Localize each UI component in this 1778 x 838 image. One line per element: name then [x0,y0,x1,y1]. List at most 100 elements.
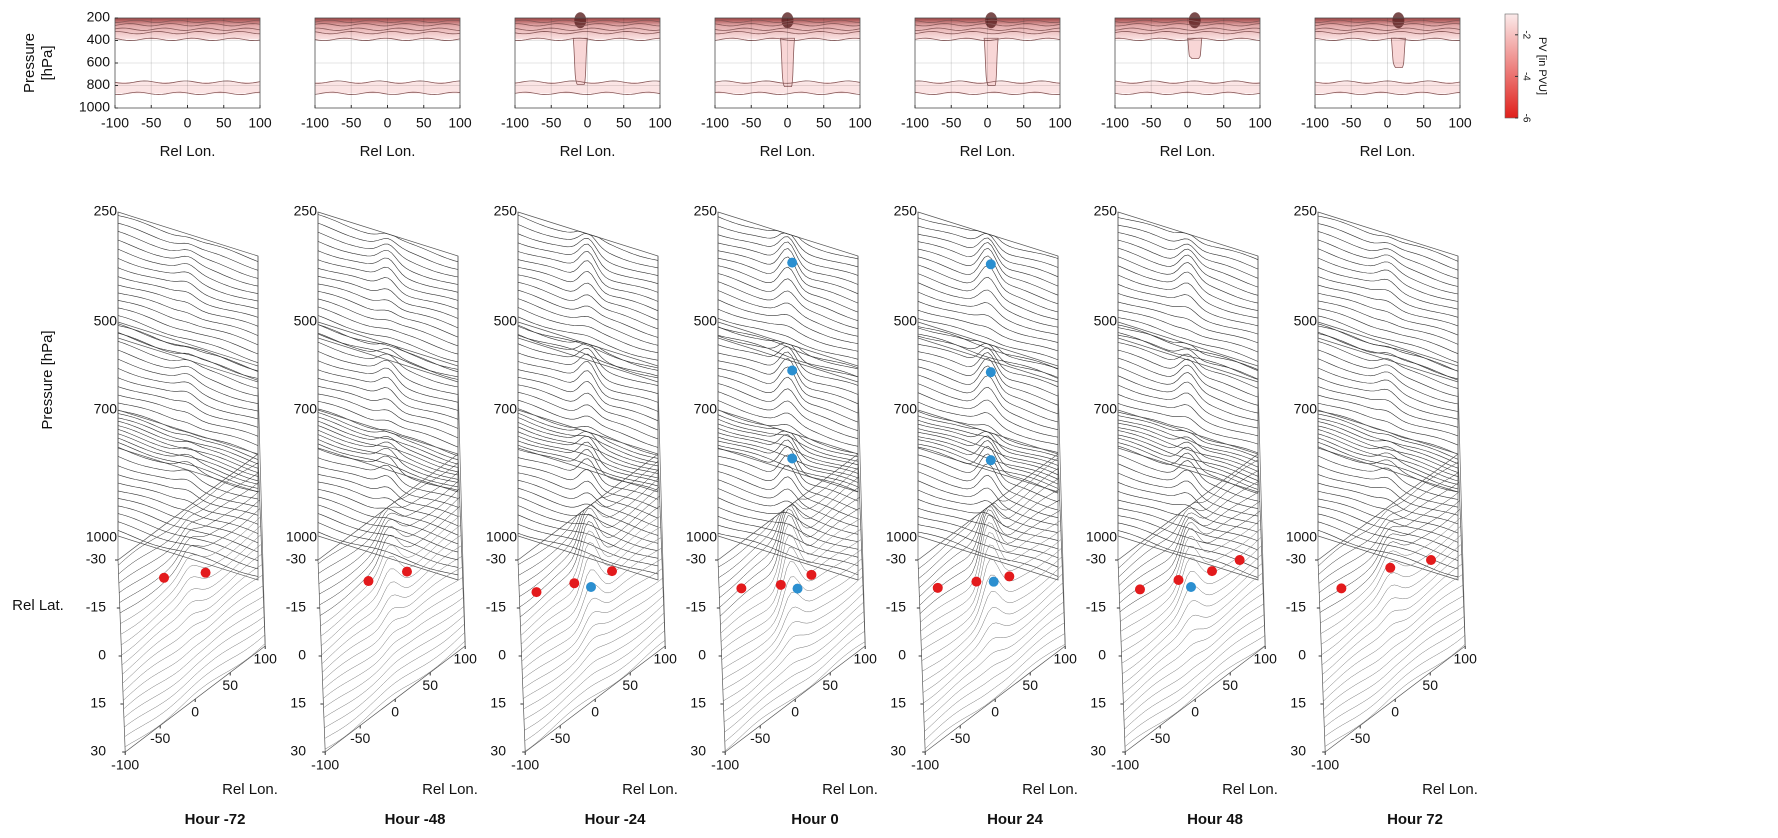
contour-line [920,520,1061,623]
y-tick-label: 1000 [79,99,110,115]
pv-contour [314,91,461,95]
level-plane [517,211,659,383]
z-tick-label: 250 [694,203,718,219]
contour-line [317,291,459,338]
contour-line [1122,563,1263,674]
contour-line [1317,425,1459,473]
contour-line [117,420,259,469]
contour-line [317,369,459,411]
box-edge [1457,381,1466,647]
pv-contour [314,37,461,41]
cyclone-point [586,582,596,592]
pv-plume [1390,37,1406,68]
contour-line [319,488,460,595]
contour-line [1118,480,1260,586]
contour-line [1117,442,1259,490]
contour-line [317,231,459,278]
contour-line [717,248,859,295]
contour-line [518,460,659,565]
contour-line [717,432,859,474]
contour-line [1317,410,1459,455]
contour-line [717,273,859,321]
contour-line [318,471,459,574]
contour-line [317,268,459,310]
contour-line [1318,461,1459,567]
y-tick-label: 30 [690,743,706,759]
x-tick-label: 100 [1248,115,1272,131]
contour-line [317,378,459,420]
contour-line [1317,292,1459,336]
contour-line [1317,506,1459,552]
contour-line [517,352,659,394]
contour-line [317,298,459,347]
pv-contour [314,23,461,27]
x-tick-label: 0 [1391,704,1399,720]
pv-contour [1114,91,1261,95]
contour-line [521,568,663,671]
contour-line [917,411,1059,453]
contour-line [717,256,859,304]
colorbar: -2 -4 -6 PV [in PVU] [1504,13,1548,123]
contour-line [517,523,659,567]
contour-line [917,264,1059,313]
contour-line [323,615,465,718]
x-tick-label: -100 [1111,757,1139,773]
contour-line [1317,267,1459,310]
y-tick-label: 15 [290,695,306,711]
contour-line [1124,625,1265,730]
x-tick-label: 0 [1384,115,1392,131]
contour-line [1117,274,1259,319]
cyclone-point [787,365,798,376]
x-tick-label: -50 [1150,730,1170,746]
x-tick-label: -100 [901,115,929,131]
contour-line [117,284,259,327]
contour-line [320,524,461,637]
z-tick-label: 1000 [486,529,517,545]
contour-line [117,386,259,428]
contour-line [1117,232,1259,279]
panel-title: Hour -24 [585,811,647,828]
contour-line [917,499,1059,541]
contour-line [917,480,1059,526]
contour-line [1317,421,1459,469]
contour-line [322,566,463,673]
contour-line [1119,491,1260,595]
box-edge [457,381,466,647]
contour-line [124,643,266,748]
contour-line [119,499,260,603]
contour-line [317,522,459,568]
pv-contour [314,27,461,31]
contour-line [1117,366,1259,414]
contour-line [1121,545,1262,653]
pv-contour [114,27,261,31]
pv-contour [914,37,1061,41]
contour-line [924,643,1066,749]
contour-line [117,377,259,420]
contour-line [917,443,1059,489]
contour-line [517,435,659,479]
x-tick-label: 0 [591,704,599,720]
contour-line [317,504,459,553]
contour-line [117,433,259,482]
contour-line [717,308,859,352]
contour-line [118,481,260,584]
y-tick-label: 30 [290,743,306,759]
panel-title: Hour -48 [385,811,446,828]
contour-line [517,422,659,467]
contour-line [317,531,459,576]
contour-line [717,439,859,483]
contour-line [317,276,459,319]
x-tick-label: 0 [584,115,592,131]
contour-line [324,623,465,729]
contour-line [918,478,1060,588]
box-edge [1257,381,1266,647]
z-tick-label: 1000 [1286,529,1317,545]
colorbar-tick-label: -6 [1520,114,1531,123]
x-tick-label: -50 [750,730,770,746]
contour-line [1317,529,1459,578]
contour-line [917,439,1059,485]
pv-contour [914,31,1061,35]
contour-line [522,577,663,680]
pv-contour [714,80,861,84]
z-tick-label: 500 [894,313,918,329]
